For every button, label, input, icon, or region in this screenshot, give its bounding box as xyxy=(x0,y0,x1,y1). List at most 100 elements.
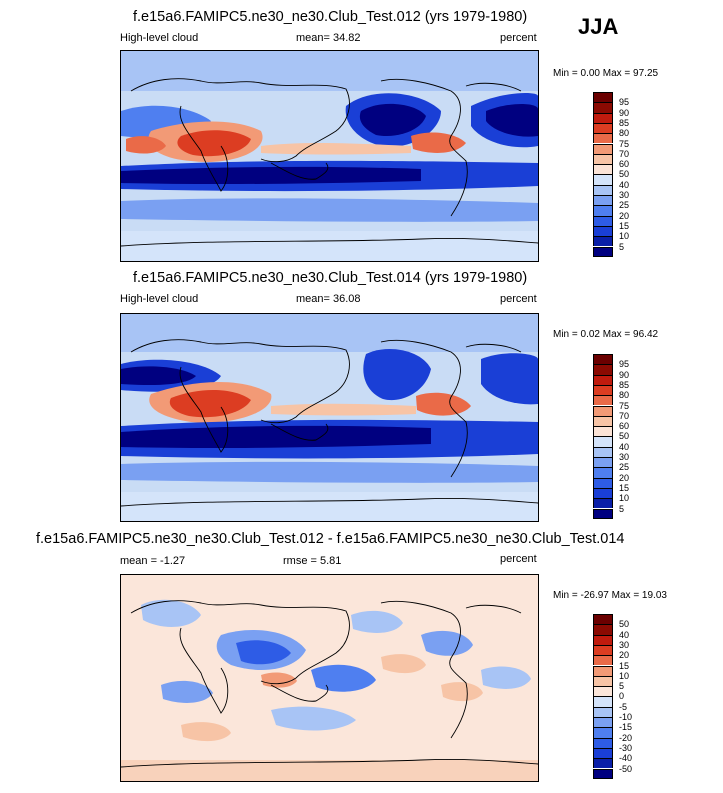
panel1-colorbar-label: 95 xyxy=(619,97,630,108)
panel3-colorbar-box xyxy=(593,675,613,687)
panel1-colorbar-box xyxy=(593,92,613,103)
panel1-colorbar-box xyxy=(593,225,613,237)
panel3-colorbar-box xyxy=(593,758,613,769)
panel2-colorbar-box xyxy=(593,436,613,447)
panel3-colorbar-label: 5 xyxy=(619,681,625,692)
panel2-colorbar-label: 40 xyxy=(619,441,630,452)
panel2-colorbar-label: 90 xyxy=(619,369,630,380)
panel3-colorbar-label: 40 xyxy=(619,629,630,640)
panel2-colorbar-label: 50 xyxy=(619,431,630,442)
panel1-colorbar-label: 15 xyxy=(619,220,630,231)
panel2-colorbar-box xyxy=(593,498,613,509)
panel1-colorbar-label: 40 xyxy=(619,179,630,190)
panel3-colorbar-label: 50 xyxy=(619,619,630,630)
panel2-colorbar-label: 5 xyxy=(619,503,625,514)
panel3-colorbar-label: 30 xyxy=(619,639,630,650)
panel2-minmax: Min = 0.02 Max = 96.42 xyxy=(553,329,659,340)
panel3-pos-1 xyxy=(381,654,426,674)
panel3-colorbar-label: -15 xyxy=(619,722,633,733)
panel1-colorbar-label: 10 xyxy=(619,231,630,242)
panel3-minmax: Min = -26.97 Max = 19.03 xyxy=(553,590,667,601)
panel1-colorbar-box xyxy=(593,133,613,144)
panel3-colorbar-box xyxy=(593,696,613,707)
panel2-south-mid xyxy=(121,461,538,483)
panel1-colorbar-box xyxy=(593,184,613,195)
panel2-colorbar-box xyxy=(593,354,613,365)
panel3-neg-6 xyxy=(161,680,213,703)
panel3-colorbar-box xyxy=(593,665,613,676)
panel3-pos-4 xyxy=(181,722,231,742)
panel2-coastlines xyxy=(121,339,538,507)
panel1-coastlines xyxy=(121,78,538,247)
panel1-colorbar-label: 60 xyxy=(619,159,630,170)
panel1-africa-high xyxy=(126,136,166,154)
panel2-colorbar-label: 15 xyxy=(619,482,630,493)
panel3-colorbar-box xyxy=(593,614,613,625)
panel1-arctic-band xyxy=(121,51,538,91)
panel1-antarctic xyxy=(121,231,538,261)
panel2-antarctic xyxy=(121,492,538,521)
panel3-colorbar: 50 40 30 20 15 10 5 0 -5 -10 -15 -20 -30 -40 -50 xyxy=(593,614,653,779)
panel1-colorbar-box xyxy=(593,102,613,113)
panel1-colorbar-label: 80 xyxy=(619,128,630,139)
panel3-colorbar-box xyxy=(593,644,613,656)
panel1-colorbar-box xyxy=(593,195,613,206)
panel1-colorbar-box xyxy=(593,153,613,165)
panel1-colorbar-box xyxy=(593,122,613,134)
panel2-colorbar-label: 10 xyxy=(619,493,630,504)
panel3-colorbar-box xyxy=(593,737,613,748)
panel3-colorbar-box xyxy=(593,717,613,728)
panel2-npac-low xyxy=(363,349,431,401)
panel3-antarctic xyxy=(121,760,538,781)
panel1-colorbar-label: 75 xyxy=(619,138,630,149)
panel1-colorbar-box xyxy=(593,236,613,247)
panel3-colorbar-box xyxy=(593,624,613,635)
panel1-north-low-east-core xyxy=(486,104,538,137)
panel1-colorbar-label: 25 xyxy=(619,200,630,211)
panel1-colorbar-box xyxy=(593,174,613,185)
panel2-variable-label: High-level cloud xyxy=(120,293,199,305)
panel2-south-dry-core xyxy=(121,425,431,448)
panel3-colorbar-box xyxy=(593,768,613,779)
panel2-colorbar-box xyxy=(593,457,613,468)
panel1-colorbar-label: 70 xyxy=(619,148,630,159)
panel3-colorbar-label: 0 xyxy=(619,691,625,702)
panel3-neg-1 xyxy=(141,599,201,627)
panel1-south-dry-core xyxy=(121,166,421,185)
panel3-neg-3 xyxy=(311,664,376,692)
panel3-colorbar-box xyxy=(593,706,613,717)
panel3-colorbar-label: 20 xyxy=(619,650,630,661)
panel2-natl-low-core xyxy=(121,366,196,386)
panel2-colorbar-box xyxy=(593,426,613,437)
panel1-colorbar-label: 5 xyxy=(619,241,625,252)
panel2-arctic-band xyxy=(121,314,538,352)
panel2-amer-high xyxy=(416,392,471,416)
panel2-natl2-low xyxy=(481,353,538,405)
panel3-rmse-label: rmse = 5.81 xyxy=(283,555,342,567)
panel2-colorbar-box xyxy=(593,487,613,499)
panel3-colorbar-label: -10 xyxy=(619,712,633,722)
panel1-npac-low-core xyxy=(359,103,426,137)
panel2-colorbar-label: 60 xyxy=(619,421,630,432)
panel1-colorbar-label: 85 xyxy=(619,117,630,128)
panel2-title: f.e15a6.FAMIPC5.ne30_ne30.Club_Test.014 … xyxy=(133,270,528,286)
panel2-colorbar-label: 95 xyxy=(619,359,630,370)
season-label: JJA xyxy=(578,14,619,39)
panel3-neg-7 xyxy=(351,610,403,633)
panel3-colorbar-label: 10 xyxy=(619,670,630,681)
panel2-colorbar-box xyxy=(593,477,613,488)
panel2-colorbar: 95 90 85 80 75 70 60 50 40 30 25 20 15 10 5 xyxy=(593,354,653,519)
panel2-colorbar-box xyxy=(593,405,613,416)
panel3-pos-3 xyxy=(441,682,483,702)
panel2-colorbar-label: 70 xyxy=(619,410,630,421)
panel1-units-label: percent xyxy=(500,32,537,44)
panel1-colorbar-box xyxy=(593,112,613,123)
panel3-units-label: percent xyxy=(500,553,537,565)
panel3-colorbar-box xyxy=(593,655,613,666)
panel2-colorbar-box xyxy=(593,364,613,375)
panel1-map-svg xyxy=(121,51,538,261)
panel1-colorbar-box xyxy=(593,215,613,226)
panel2-units-label: percent xyxy=(500,293,537,305)
panel3-colorbar-label: 15 xyxy=(619,660,630,671)
panel3-colorbar-box xyxy=(593,686,613,697)
